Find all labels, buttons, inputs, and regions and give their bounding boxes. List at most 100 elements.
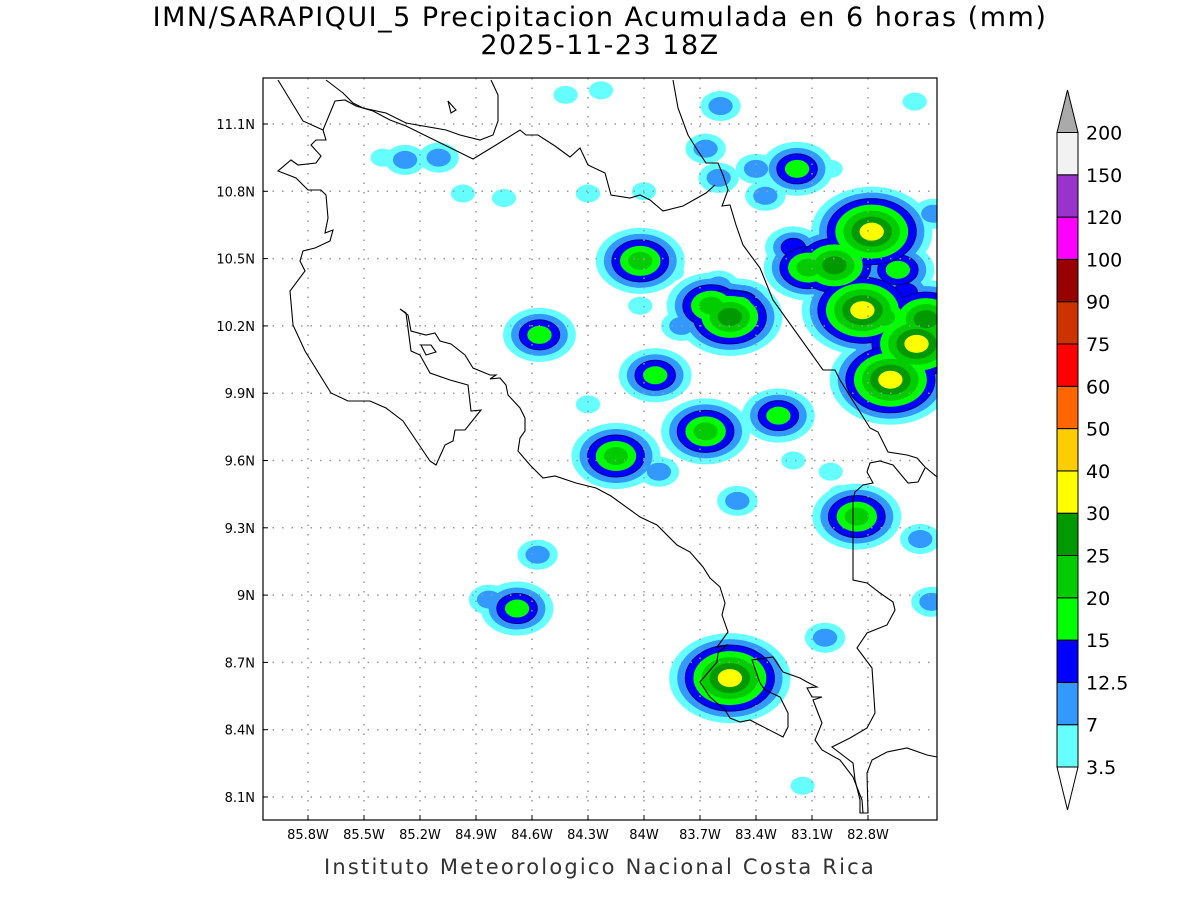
x-tick-label: 85.5W	[343, 828, 385, 843]
y-tick-label: 10.2N	[216, 320, 255, 335]
precip-contour	[392, 150, 418, 169]
precip-contour	[919, 592, 937, 611]
x-tick-label: 82.8W	[847, 828, 889, 843]
precip-contour	[725, 491, 750, 510]
precip-contour	[643, 366, 668, 385]
precip-contour	[603, 447, 629, 466]
precip-contour	[822, 256, 847, 275]
colorbar-label: 7	[1086, 715, 1098, 737]
precip-contour	[646, 462, 672, 481]
precip-contour	[859, 222, 884, 241]
nicaragua-pacific-coast	[276, 79, 864, 814]
precip-contour	[812, 628, 838, 647]
precip-contour	[426, 148, 451, 167]
precip-contour	[885, 260, 911, 279]
y-tick-label: 9N	[237, 589, 255, 604]
precip-contour	[706, 168, 731, 187]
colorbar-over-triangle	[1056, 89, 1079, 133]
y-tick-label: 10.8N	[216, 185, 255, 200]
precip-contour	[790, 776, 815, 795]
precip-contour	[766, 406, 791, 425]
colorbar-label: 200	[1086, 123, 1122, 145]
coastlines	[276, 79, 937, 814]
colorbar: 3.5 7 12.5 15 20 25 30 40 50 60 75 90 100 120 150 200	[1056, 89, 1128, 811]
colorbar-swatch	[1056, 385, 1079, 430]
colorbar-swatch	[1056, 681, 1079, 726]
x-tick-label: 85.8W	[287, 828, 329, 843]
precip-contour	[850, 301, 875, 320]
precip-contour	[693, 422, 718, 441]
colorbar-swatch	[1056, 216, 1079, 260]
colorbar-label: 40	[1086, 461, 1110, 483]
precip-contour	[717, 307, 743, 326]
precip-contour	[450, 184, 476, 203]
colorbar-label: 90	[1086, 292, 1110, 314]
x-tick-label: 84W	[629, 828, 659, 843]
colorbar-under-triangle	[1056, 766, 1079, 811]
precip-contour	[708, 97, 733, 116]
footer-credit: Instituto Meteorologico Nacional Costa R…	[324, 855, 876, 879]
y-tick-label: 11.1N	[216, 118, 255, 133]
colorbar-label: 150	[1086, 165, 1122, 187]
precip-contour	[908, 530, 933, 549]
precip-contour	[913, 310, 937, 329]
precip-contour	[921, 204, 937, 223]
precip-contour	[628, 296, 653, 315]
precip-contour	[588, 81, 614, 100]
latitude-axis: 8.1N 8.4N 8.7N 9N 9.3N 9.6N 9.9N 10.2N 10.5N 10.8…	[216, 118, 268, 806]
precip-contour	[904, 334, 929, 353]
colorbar-label: 20	[1086, 588, 1110, 610]
colorbar-swatch	[1056, 174, 1079, 218]
panama-coast	[830, 460, 937, 814]
map-title: IMN/SARAPIQUI_5 Precipitacion Acumulada …	[152, 2, 1048, 33]
island	[447, 100, 457, 114]
precip-contour	[527, 325, 552, 344]
colorbar-swatch	[1056, 258, 1079, 303]
colorbar-label: 75	[1086, 334, 1110, 356]
chira-island	[420, 344, 437, 356]
precip-contour	[844, 507, 869, 526]
x-tick-label: 83.7W	[679, 828, 721, 843]
y-tick-label: 8.1N	[225, 791, 255, 806]
colorbar-swatch	[1056, 597, 1079, 641]
y-tick-label: 9.9N	[225, 387, 255, 402]
precip-contour	[781, 451, 806, 470]
colorbar-swatch	[1056, 724, 1079, 768]
x-tick-label: 83.4W	[735, 828, 777, 843]
precip-contour	[743, 159, 769, 178]
y-tick-label: 8.7N	[225, 656, 255, 671]
caribbean-coast	[672, 79, 937, 478]
x-tick-label: 84.6W	[511, 828, 553, 843]
precip-contour	[491, 189, 517, 208]
y-tick-label: 9.6N	[225, 455, 255, 470]
x-tick-label: 84.3W	[567, 828, 609, 843]
colorbar-swatch	[1056, 512, 1079, 557]
colorbar-label: 50	[1086, 419, 1110, 441]
precipitation-field	[370, 81, 937, 795]
colorbar-label: 30	[1086, 503, 1110, 525]
precip-contour	[525, 545, 550, 564]
precip-contour	[753, 186, 778, 205]
precip-contour	[575, 184, 601, 203]
colorbar-swatch	[1056, 428, 1079, 472]
map-subtitle: 2025-11-23 18Z	[480, 30, 720, 61]
precip-contour	[628, 251, 653, 270]
colorbar-swatch	[1056, 343, 1079, 387]
y-tick-label: 10.5N	[216, 253, 255, 268]
longitude-axis: 85.8W 85.5W 85.2W 84.9W 84.6W 84.3W 84W 83.7W 83…	[287, 815, 889, 843]
x-tick-label: 85.2W	[399, 828, 441, 843]
colorbar-label: 25	[1086, 546, 1110, 568]
precip-contour	[818, 462, 843, 481]
y-tick-label: 9.3N	[225, 522, 255, 537]
colorbar-label: 120	[1086, 207, 1122, 229]
precip-contour	[784, 159, 810, 178]
plot-frame	[262, 77, 938, 821]
precip-contour	[575, 395, 601, 414]
precip-contour	[717, 669, 743, 688]
y-tick-label: 8.4N	[225, 724, 255, 739]
colorbar-swatch	[1056, 555, 1079, 599]
colorbar-label: 3.5	[1086, 757, 1116, 779]
colorbar-swatch	[1056, 301, 1079, 345]
colorbar-label: 12.5	[1086, 672, 1128, 694]
